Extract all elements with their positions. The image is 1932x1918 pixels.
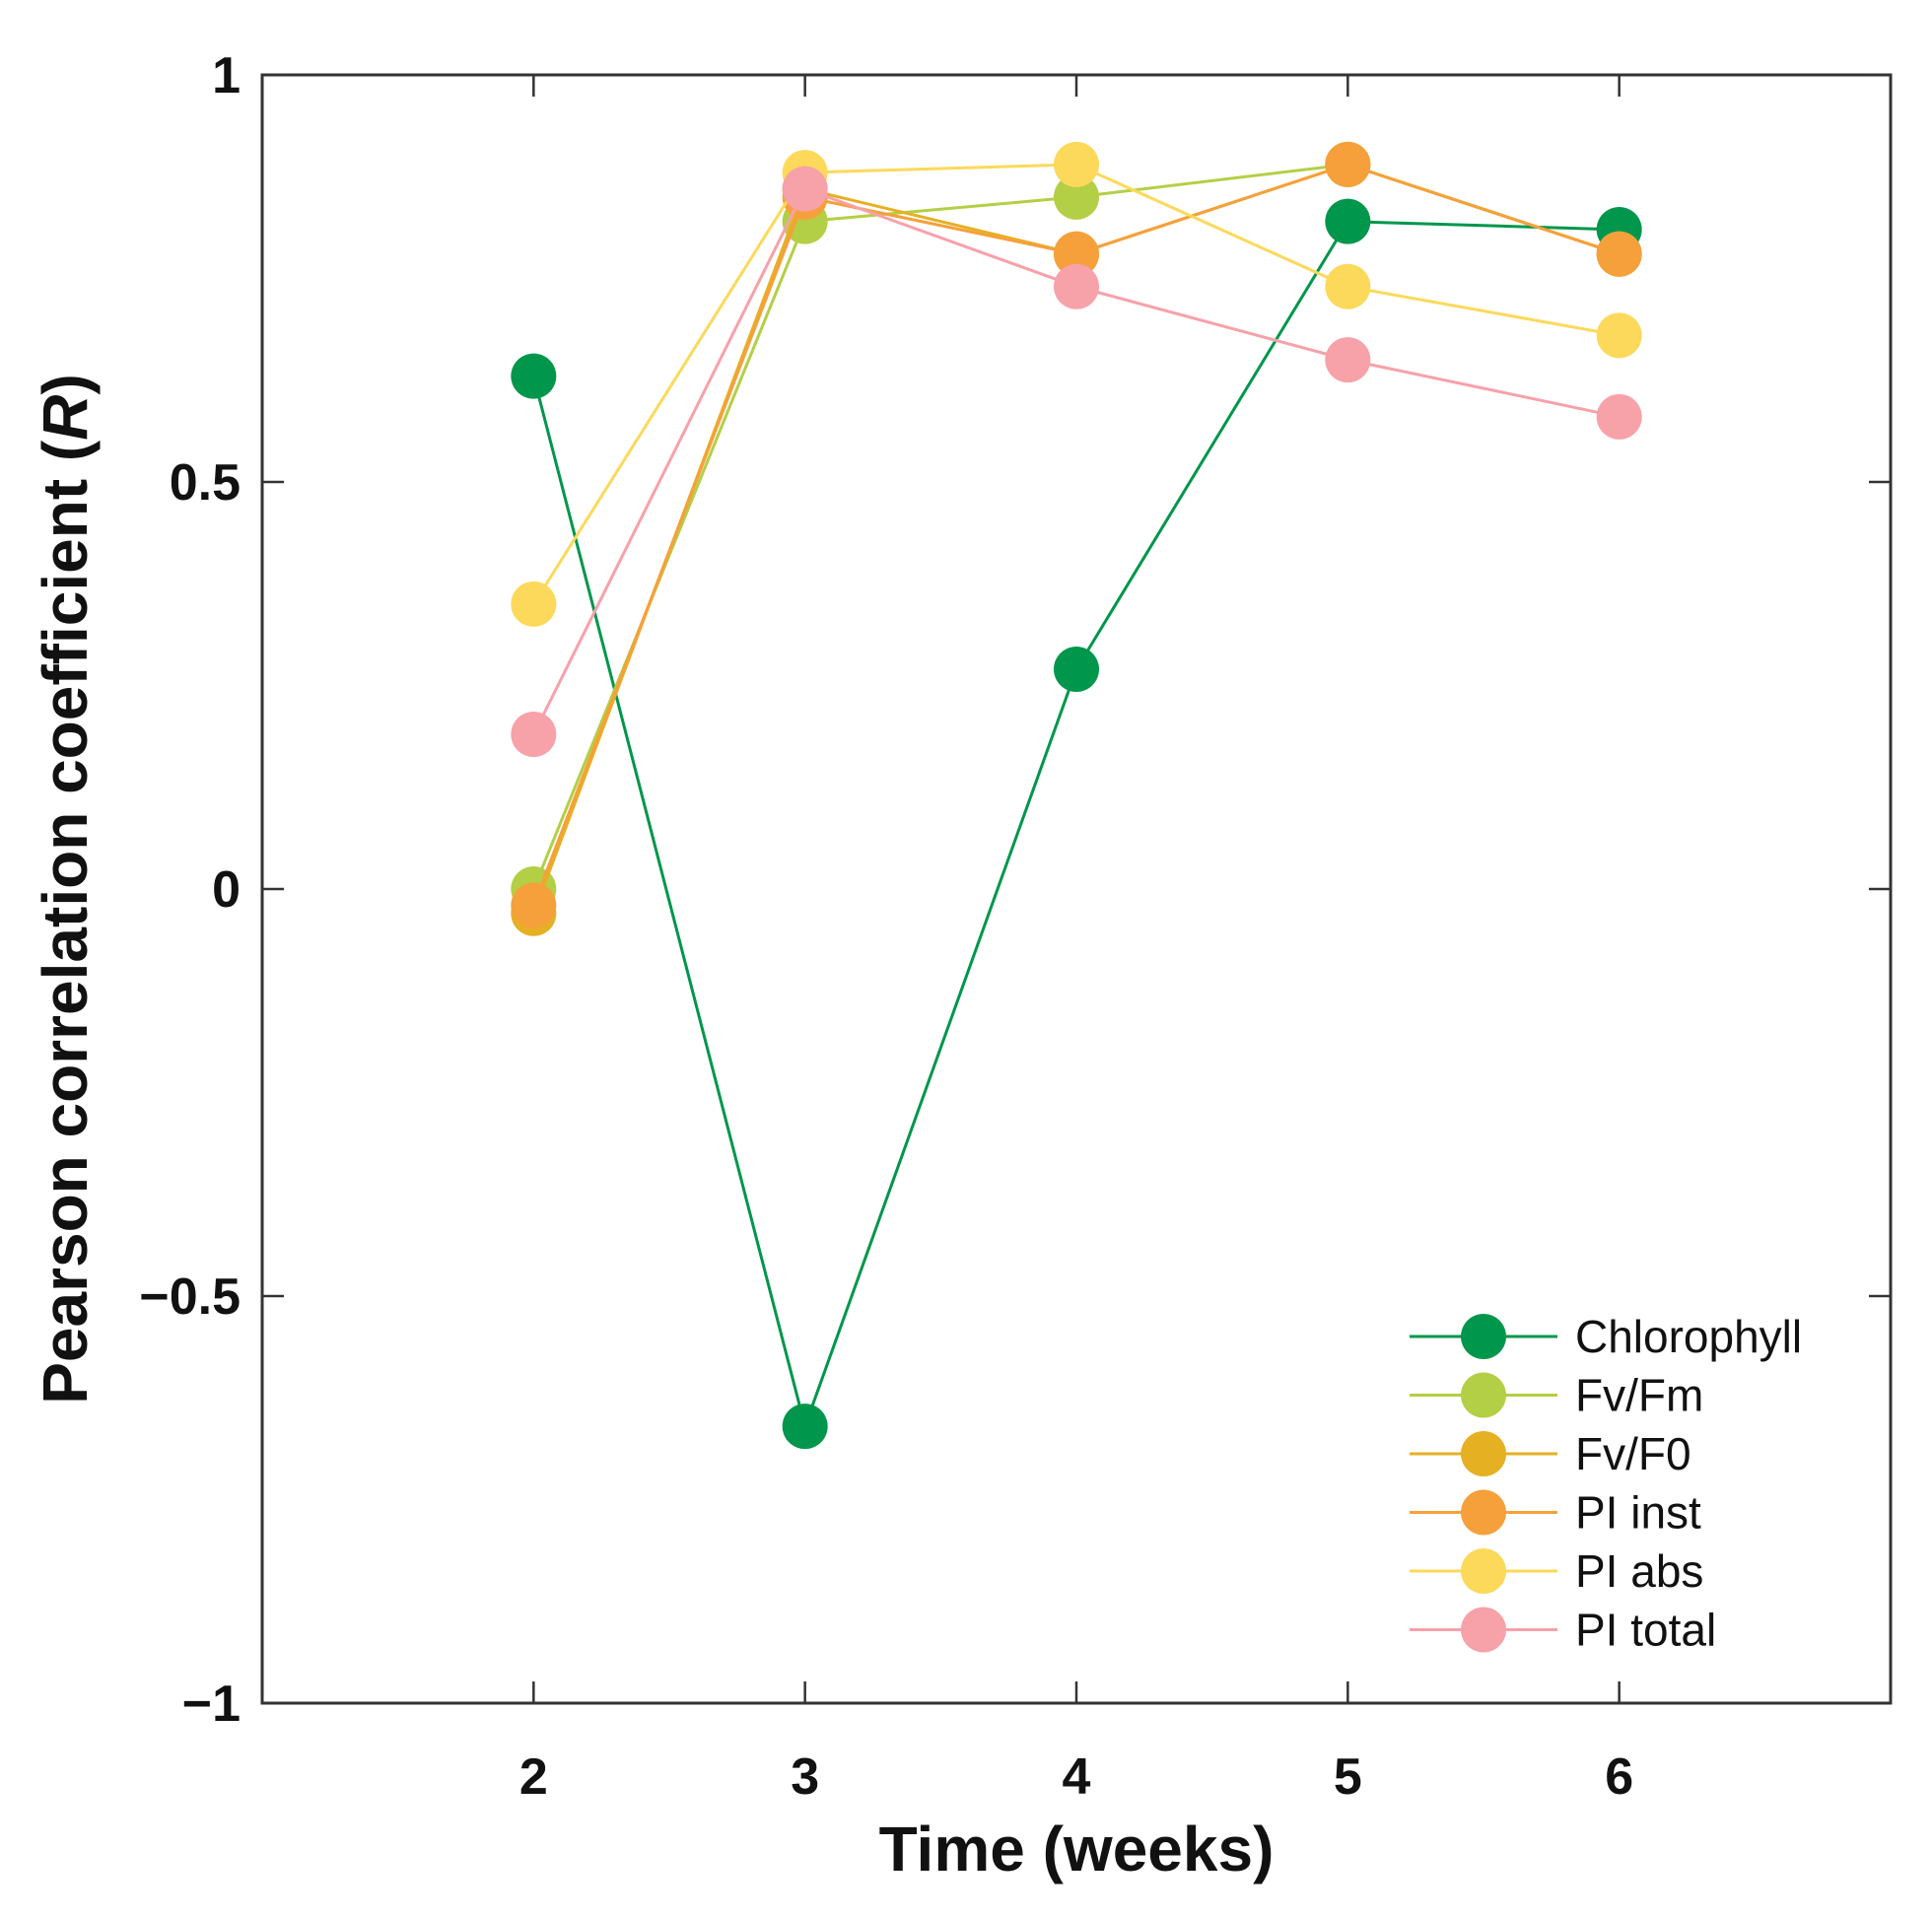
legend-label: Fv/Fm: [1575, 1370, 1703, 1421]
data-point: [511, 581, 557, 627]
data-point: [511, 882, 557, 928]
y-tick-label: −1: [182, 1676, 241, 1733]
y-axis-title-prefix: Pearson correlation coefficient (: [30, 440, 101, 1404]
data-point: [1054, 141, 1099, 187]
series-group: [511, 141, 1642, 1450]
x-tick-label: 6: [1605, 1748, 1633, 1806]
legend-entry: Fv/F0: [1410, 1428, 1691, 1479]
y-axis-title-symbol: R: [30, 395, 101, 441]
data-point: [1325, 198, 1371, 244]
tick-marks: [262, 73, 1891, 1705]
series-pi-total: [511, 166, 1642, 758]
data-point: [1325, 337, 1371, 383]
legend-entry: Chlorophyll: [1410, 1311, 1802, 1362]
y-axis-title-suffix: ): [30, 374, 101, 394]
data-point: [1596, 393, 1642, 440]
legend-label: PI total: [1575, 1605, 1716, 1656]
data-point: [1325, 263, 1371, 309]
data-point: [1054, 173, 1099, 220]
legend-label: PI inst: [1575, 1487, 1701, 1539]
data-point: [1596, 312, 1642, 359]
y-tick-label: 1: [212, 47, 241, 104]
series-pi-inst: [511, 141, 1642, 928]
legend-label: PI abs: [1575, 1545, 1703, 1597]
x-tick-label: 4: [1063, 1748, 1091, 1806]
data-point: [511, 712, 557, 758]
x-tick-label: 3: [791, 1748, 819, 1806]
data-point: [1596, 231, 1642, 277]
legend-marker: [1461, 1548, 1506, 1594]
legend-entry: PI abs: [1410, 1545, 1703, 1597]
legend-marker: [1461, 1372, 1506, 1418]
x-tick-label: 2: [519, 1748, 548, 1806]
legend-marker: [1461, 1489, 1506, 1536]
legend-marker: [1461, 1607, 1506, 1653]
legend-label: Chlorophyll: [1575, 1311, 1802, 1362]
legend: Chlorophyll Fv/Fm Fv/F0 PI inst PI abs PI tot…: [1410, 1311, 1802, 1656]
y-tick-label: 0.5: [170, 454, 241, 512]
y-tick-label: 0: [212, 861, 241, 919]
series-chlorophyll: [511, 198, 1642, 1450]
x-tick-labels: 2 3 4 5 6: [519, 1748, 1633, 1806]
legend-entry: PI total: [1410, 1605, 1716, 1656]
legend-marker: [1461, 1431, 1506, 1476]
data-point: [782, 1404, 828, 1450]
data-point: [782, 166, 828, 212]
y-tick-label: −0.5: [139, 1268, 241, 1326]
x-axis-title: Time (weeks): [879, 1814, 1275, 1884]
data-point: [1054, 263, 1099, 309]
y-tick-labels: −1 −0.5 0 0.5 1: [139, 47, 241, 1733]
legend-marker: [1461, 1314, 1506, 1359]
legend-entry: PI inst: [1410, 1487, 1701, 1539]
y-axis-title: Pearson correlation coefficient (R): [30, 374, 101, 1404]
data-point: [1054, 231, 1099, 277]
legend-label: Fv/F0: [1575, 1428, 1691, 1479]
data-point: [1054, 646, 1099, 692]
x-tick-label: 5: [1334, 1748, 1362, 1806]
legend-entry: Fv/Fm: [1410, 1370, 1703, 1421]
data-point: [511, 353, 557, 399]
data-point: [1325, 141, 1371, 187]
